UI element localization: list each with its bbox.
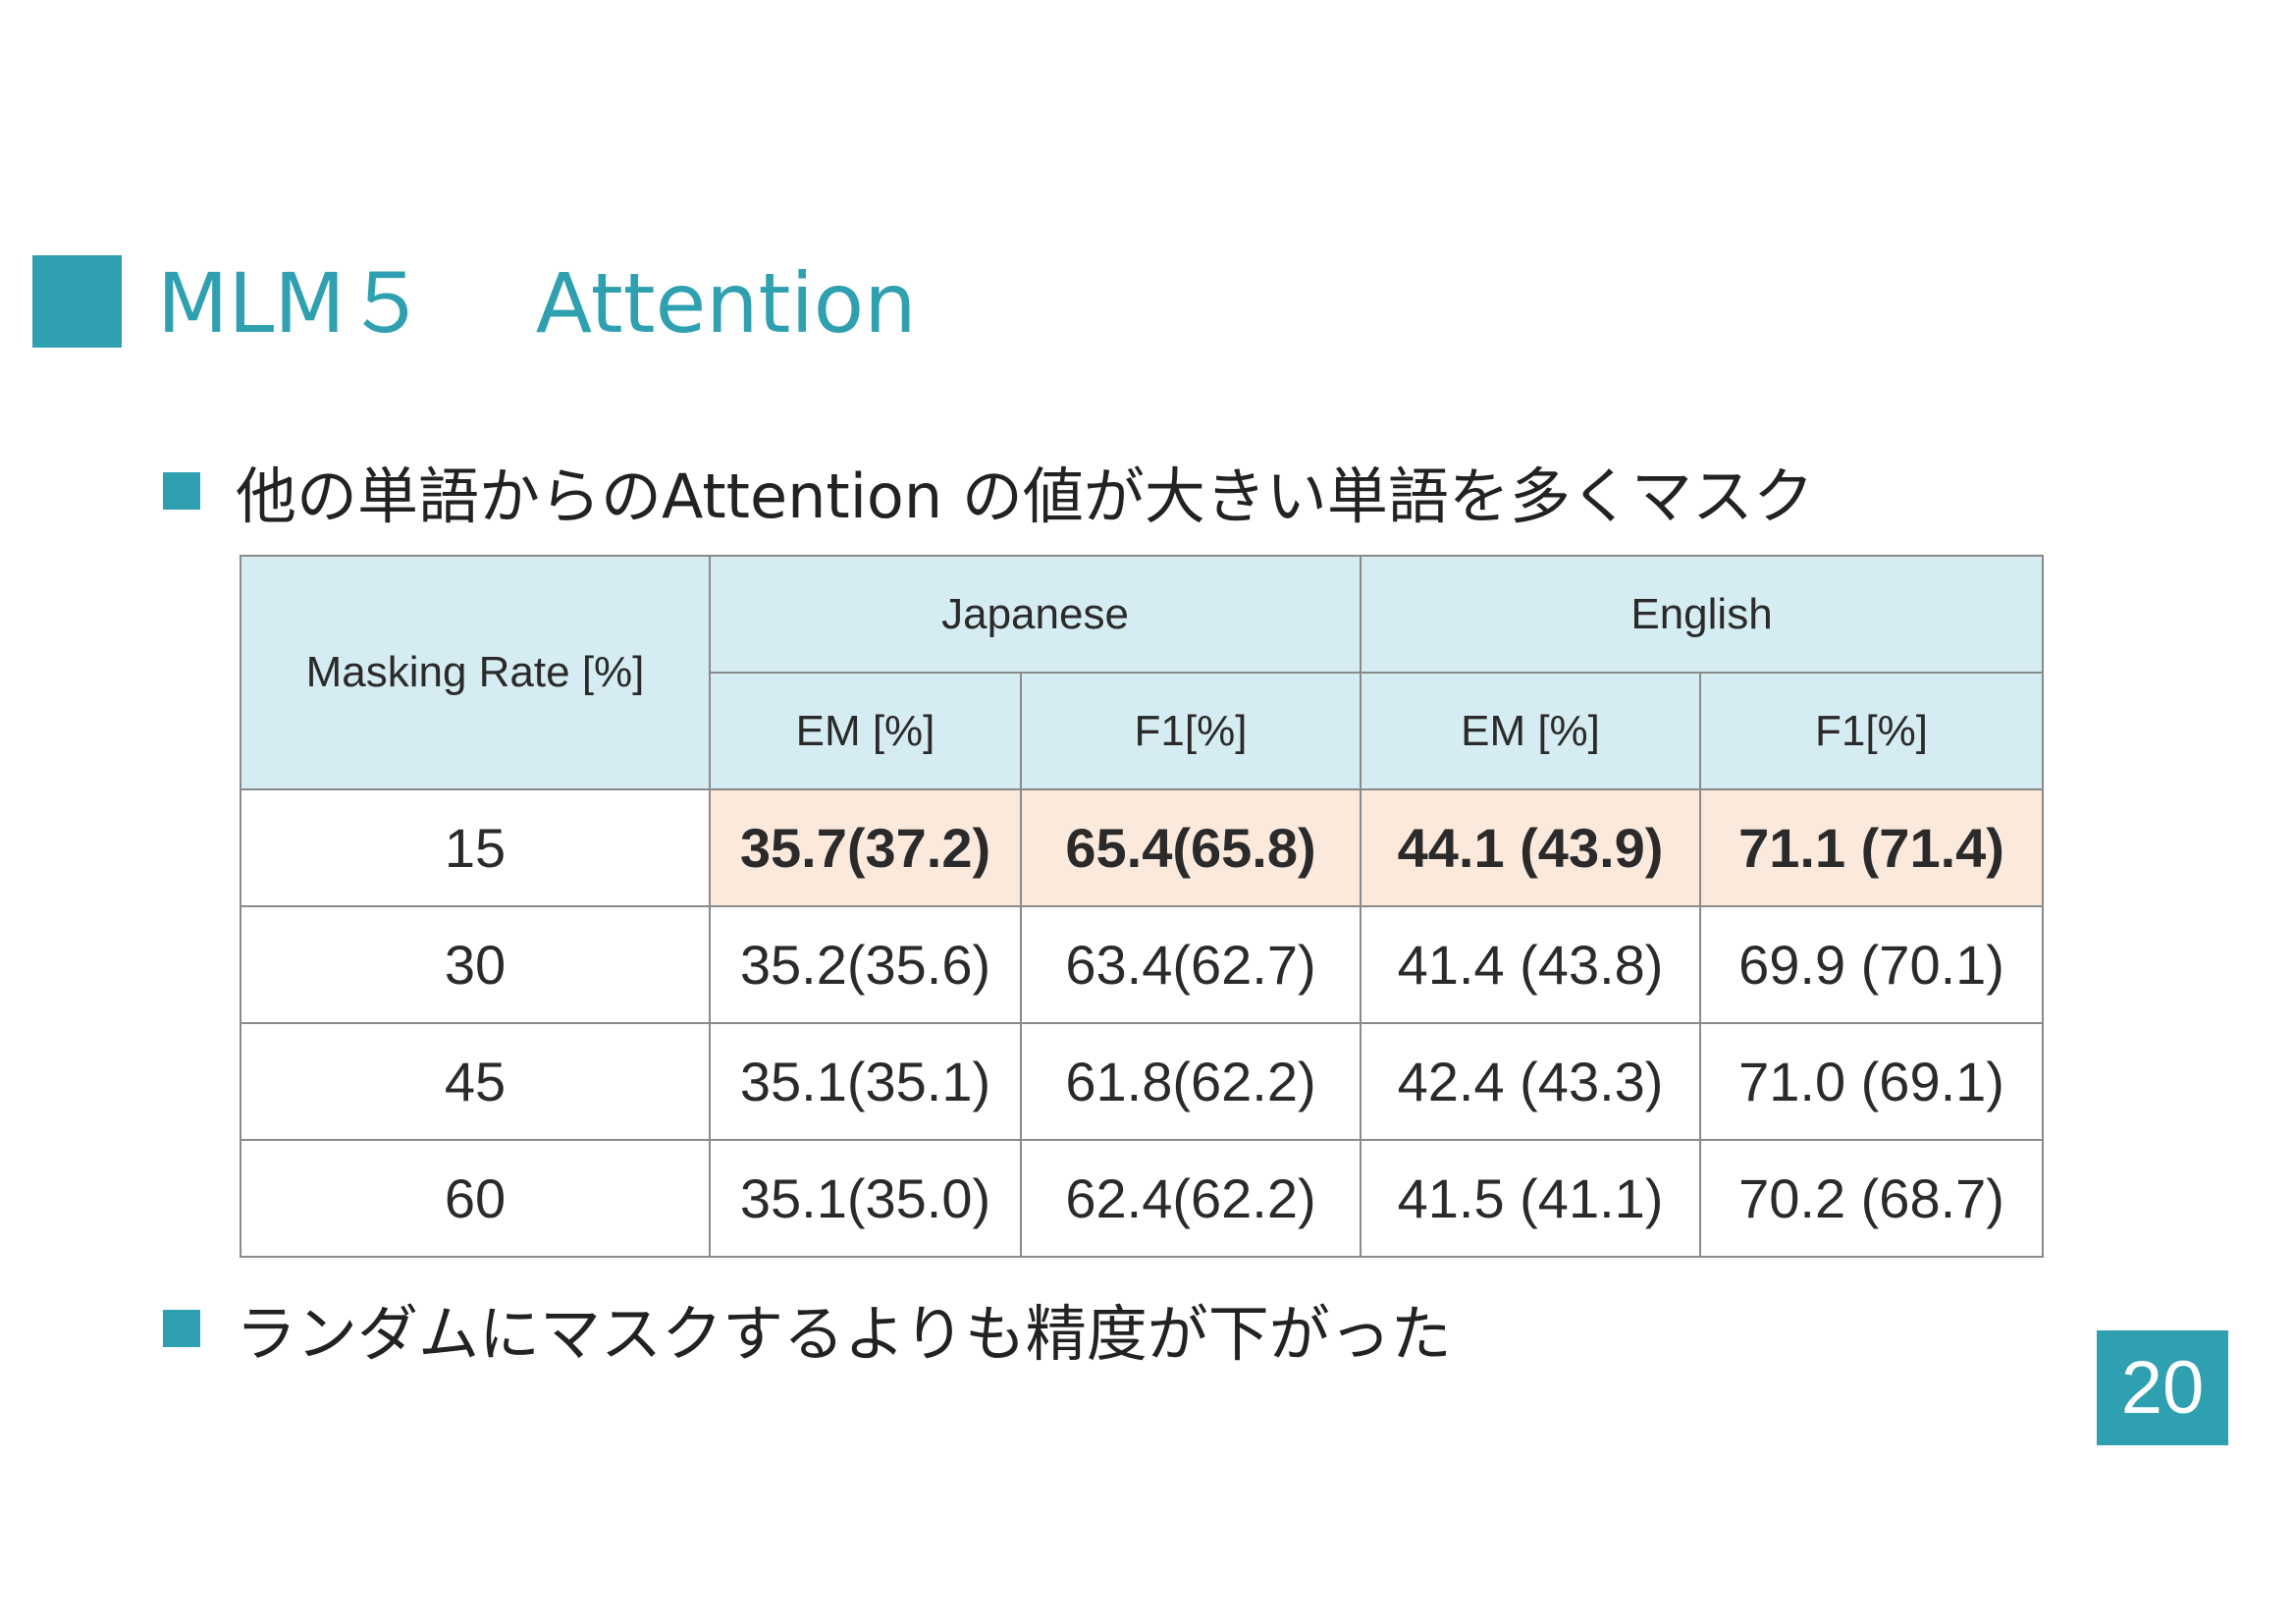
slide-title-left: MLM５	[157, 255, 428, 352]
ja-f1-cell: 62.4(62.2)	[1019, 1139, 1362, 1258]
bullet-text-2: ランダムにマスクするよりも精度が下がった	[236, 1298, 1452, 1370]
table-row: 45 35.1(35.1) 61.8(62.2) 42.4 (43.3) 71.…	[240, 1022, 2045, 1141]
rate-cell: 15	[240, 788, 711, 907]
bullet-square-icon	[163, 1310, 200, 1347]
table-row: 30 35.2(35.6) 63.4(62.7) 41.4 (43.8) 69.…	[240, 905, 2045, 1024]
results-table: Masking Rate [%] Japanese English EM [%]…	[240, 555, 2045, 1258]
ja-f1-cell: 61.8(62.2)	[1019, 1022, 1362, 1141]
table-row: 15 35.7(37.2) 65.4(65.8) 44.1 (43.9) 71.…	[240, 788, 2045, 907]
en-f1-cell: 70.2 (68.7)	[1699, 1139, 2045, 1258]
ja-em-cell: 35.2(35.6)	[709, 905, 1022, 1024]
bullet-square-icon	[163, 472, 200, 510]
en-em-cell: 41.4 (43.8)	[1360, 905, 1702, 1024]
table-row: 60 35.1(35.0) 62.4(62.2) 41.5 (41.1) 70.…	[240, 1139, 2045, 1258]
ja-em-cell: 35.7(37.2)	[709, 788, 1022, 907]
en-em-cell: 42.4 (43.3)	[1360, 1022, 1702, 1141]
title-marker	[32, 255, 122, 348]
en-f1-cell: 71.1 (71.4)	[1699, 788, 2045, 907]
subheader-en-em: EM [%]	[1360, 672, 1702, 790]
table-header-row: Masking Rate [%] Japanese English	[240, 555, 2045, 790]
subheader-ja-f1: F1[%]	[1019, 672, 1362, 790]
ja-em-cell: 35.1(35.0)	[709, 1139, 1022, 1258]
en-f1-cell: 71.0 (69.1)	[1699, 1022, 2045, 1141]
ja-em-cell: 35.1(35.1)	[709, 1022, 1022, 1141]
subheader-en-f1: F1[%]	[1699, 672, 2045, 790]
bullet-item-1: 他の単語からのAttention の値が大きい単語を多くマスク	[163, 457, 1814, 532]
slide-title-right: Attention	[535, 255, 917, 352]
page-number: 20	[2097, 1330, 2228, 1445]
ja-f1-cell: 65.4(65.8)	[1019, 788, 1362, 907]
rate-cell: 30	[240, 905, 711, 1024]
rate-cell: 60	[240, 1139, 711, 1258]
en-f1-cell: 69.9 (70.1)	[1699, 905, 2045, 1024]
group-header-english: English	[1360, 555, 2045, 674]
en-em-cell: 44.1 (43.9)	[1360, 788, 1702, 907]
bullet-text-1: 他の単語からのAttention の値が大きい単語を多くマスク	[236, 460, 1814, 532]
group-header-japanese: Japanese	[708, 555, 1362, 674]
subheader-ja-em: EM [%]	[709, 672, 1022, 790]
ja-f1-cell: 63.4(62.7)	[1019, 905, 1362, 1024]
en-em-cell: 41.5 (41.1)	[1360, 1139, 1702, 1258]
masking-rate-header: Masking Rate [%]	[240, 555, 711, 790]
slide-title: MLM５ Attention	[157, 257, 916, 350]
bullet-item-2: ランダムにマスクするよりも精度が下がった	[163, 1294, 1452, 1370]
rate-cell: 45	[240, 1022, 711, 1141]
table-subheader-row: EM [%] F1[%] EM [%] F1[%]	[240, 672, 2045, 790]
